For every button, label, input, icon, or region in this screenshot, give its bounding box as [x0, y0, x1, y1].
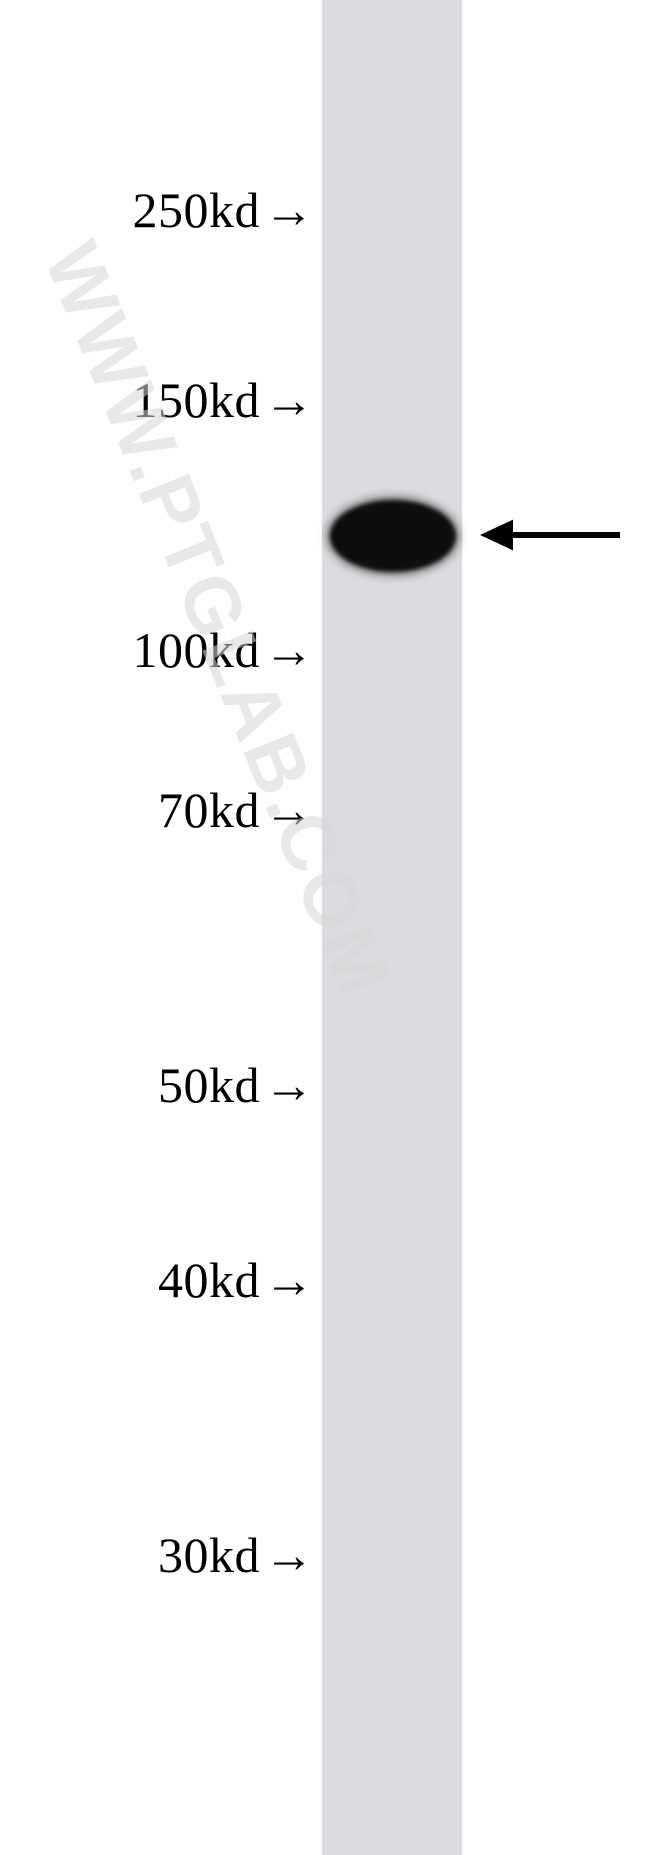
- protein-band: [330, 500, 456, 572]
- arrow-right-icon: →: [264, 1526, 314, 1584]
- arrow-left-icon: [480, 513, 620, 557]
- arrow-right-icon: →: [264, 181, 314, 239]
- band-indicator-arrow: [480, 513, 620, 557]
- mw-marker-label: 30kd: [158, 1526, 260, 1584]
- mw-marker-label: 100kd: [133, 621, 261, 679]
- mw-marker-label: 50kd: [158, 1056, 260, 1114]
- mw-marker-row: 70kd→: [0, 785, 314, 835]
- arrow-right-icon: →: [264, 1251, 314, 1309]
- blot-figure: 250kd→150kd→100kd→70kd→50kd→40kd→30kd→ W…: [0, 0, 650, 1855]
- mw-marker-label: 70kd: [158, 781, 260, 839]
- arrow-right-icon: →: [264, 1056, 314, 1114]
- mw-marker-row: 250kd→: [0, 185, 314, 235]
- arrow-right-icon: →: [264, 781, 314, 839]
- mw-marker-label: 150kd: [133, 371, 261, 429]
- mw-marker-label: 40kd: [158, 1251, 260, 1309]
- mw-marker-row: 30kd→: [0, 1530, 314, 1580]
- arrow-right-icon: →: [264, 621, 314, 679]
- gel-lane: [322, 0, 462, 1855]
- mw-marker-row: 40kd→: [0, 1255, 314, 1305]
- mw-marker-row: 150kd→: [0, 375, 314, 425]
- mw-marker-row: 50kd→: [0, 1060, 314, 1110]
- mw-marker-label: 250kd: [133, 181, 261, 239]
- mw-marker-row: 100kd→: [0, 625, 314, 675]
- arrow-right-icon: →: [264, 371, 314, 429]
